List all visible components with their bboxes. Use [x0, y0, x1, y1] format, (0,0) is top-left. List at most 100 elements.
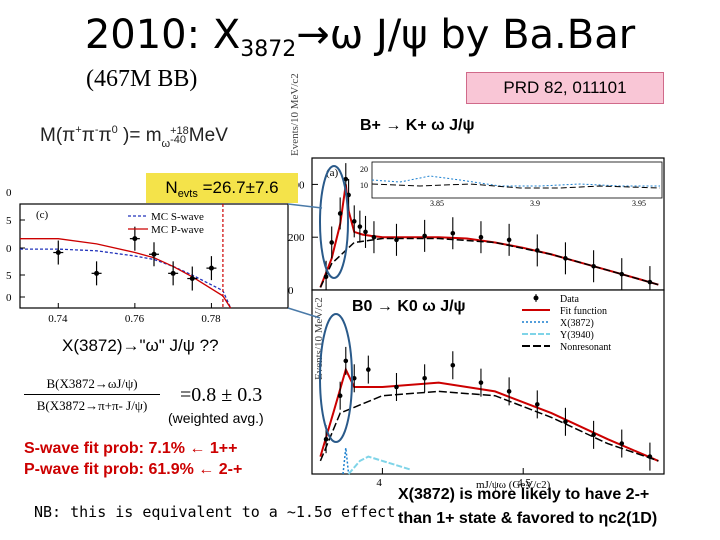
conclusion-line2: than 1+ state & favored to ηc2(1D)	[398, 510, 658, 527]
left-y-tick-label: 0	[6, 292, 12, 304]
right-bottom-data-point	[450, 362, 456, 368]
left-data-points	[53, 226, 217, 291]
left-y-tick-label: 5	[6, 270, 12, 282]
reference-badge: PRD 82, 011101	[466, 72, 664, 104]
inset-y-tick-label: 10	[360, 181, 368, 190]
branching-ratio: B(X3872→ωJ/ψ) B(X3872→π+π- J/ψ)	[24, 376, 160, 414]
left-data-point	[151, 251, 157, 257]
right-bottom-x-ticks: 4 4.5	[376, 468, 531, 489]
right-bottom-data-point	[647, 454, 653, 459]
right-top-nonres-curve	[319, 237, 659, 288]
right-top-data-point	[422, 233, 427, 239]
nevts-badge: Nevts =26.7±7.6	[146, 173, 298, 203]
left-data-point	[208, 265, 214, 271]
left-plot: (c) 0.74 0.76 0.78 0 5 0 5 0 MC S-wave MC P-wa…	[6, 187, 289, 325]
right-top-data-point	[323, 274, 329, 280]
right-bottom-data-point	[351, 376, 357, 381]
left-y-ticks: 0 5 0 5 0	[6, 187, 25, 304]
left-y-tick-label: 0	[6, 187, 12, 199]
right-top-data-point	[343, 176, 349, 182]
ratio-numerator: B(X3872→ωJ/ψ)	[24, 376, 160, 395]
ratio-note: (weighted avg.)	[168, 410, 264, 426]
conclusion-line1: X(3872) is more likely to have 2-+	[398, 486, 650, 503]
right-top-data-point	[478, 234, 484, 240]
inset-y-tick-label: 20	[360, 165, 368, 174]
legend-y3940: Y(3940)	[560, 330, 594, 341]
p-wave-fit-prob: P-wave fit prob: 61.9% ← 2-+	[24, 461, 243, 478]
right-top-data-point	[591, 263, 596, 269]
nb-note: NB: this is equivalent to a ~1.5σ effect	[34, 503, 396, 521]
right-bottom-x3872-curve	[342, 447, 350, 475]
channel-charged: B+ → K+ ω J/ψ	[360, 117, 475, 134]
legend-p-wave: MC P-wave	[151, 224, 204, 236]
right-bottom-x-tick-label: 4.5	[517, 477, 531, 489]
inset-nonres-curve	[371, 183, 661, 189]
right-bottom-xlabel: mJ/ψω (GeV/c2)	[476, 479, 551, 491]
right-top-data-point	[394, 237, 399, 243]
right-bottom-data-point	[563, 419, 568, 425]
omega-question: X(3872)→"ω" J/ψ ??	[62, 336, 219, 355]
right-top-data-point	[357, 224, 363, 229]
bb-events-label: (467M BB)	[86, 66, 198, 92]
ratio-denominator: B(X3872→π+π- J/ψ)	[36, 398, 148, 413]
right-top-data-point	[371, 234, 377, 240]
legend-fit: Fit function	[560, 306, 607, 317]
inset-x-tick-label: 3.9	[530, 199, 540, 208]
left-y-tick-label: 5	[6, 215, 12, 227]
right-bottom-data-point	[478, 380, 484, 385]
right-top-data-point	[534, 248, 540, 253]
right-bottom-ylabel: Events/10 MeV/c2	[313, 297, 325, 380]
right-top-data-point	[563, 256, 568, 261]
right-top-data-point	[506, 237, 512, 243]
ratio-value: =0.8 ± 0.3	[180, 384, 263, 406]
left-x-tick-label: 0.76	[125, 313, 145, 325]
left-data-point	[132, 236, 138, 242]
legend-data: Data	[560, 294, 579, 305]
right-bottom-data-point	[343, 358, 349, 364]
connector-bottom	[287, 307, 321, 319]
right-bottom-plot: Events/10 MeV/c2 4 4.5 mJ/ψω (GeV/c2) Dat…	[311, 289, 665, 491]
right-bottom-data-point	[394, 384, 399, 390]
right-bottom-data-point	[337, 393, 343, 399]
right-bottom-y3940-curve	[347, 455, 411, 475]
right-bottom-fit-curve	[319, 366, 659, 462]
s-wave-fit-prob: S-wave fit prob: 7.1% ← 1++	[24, 440, 238, 457]
legend-nonres: Nonresonant	[560, 342, 611, 353]
right-top-data-point	[351, 219, 357, 224]
left-data-point	[55, 250, 61, 256]
slide-title: 2010: X3872→ω J/ψ by Ba.Bar	[84, 12, 636, 62]
inset-x-tick-label: 3.85	[430, 199, 444, 208]
channel-neutral: B0 → K0 ω J/ψ	[350, 298, 468, 316]
right-bottom-data-point	[591, 432, 596, 438]
inset-x-tick-label: 3.95	[632, 199, 646, 208]
left-x-tick-label: 0.78	[201, 313, 221, 325]
right-top-plot: (a) Events/10 MeV/c2 0200400 3.853.93.95…	[288, 73, 665, 299]
left-x-tick-label: 0.74	[48, 313, 68, 325]
right-bottom-data-point	[619, 441, 625, 446]
right-bottom-nonres-curve	[319, 390, 659, 462]
x3872-highlight-bottom	[319, 313, 353, 443]
right-top-ylabel: Events/10 MeV/c2	[289, 73, 301, 156]
left-plot-panel-label: (c)	[36, 209, 49, 221]
right-bottom-series	[319, 366, 659, 475]
left-data-point	[170, 270, 176, 276]
right-bottom-data-point	[323, 436, 329, 442]
mass-constraint: M(π+π-π0 )= mω +18 -40 MeV	[40, 124, 228, 150]
right-top-data-point	[363, 229, 368, 235]
right-top-y-tick-label: 0	[288, 285, 294, 297]
right-top-data-point	[450, 230, 456, 236]
right-bottom-data-point	[506, 389, 512, 394]
left-data-point	[94, 270, 100, 276]
right-top-data-point	[329, 240, 335, 245]
inset-frame	[371, 161, 663, 199]
legend-x3872: X(3872)	[560, 318, 594, 329]
right-top-y-tick-label: 200	[288, 232, 305, 244]
left-x-ticks: 0.74 0.76 0.78	[48, 303, 221, 325]
right-bottom-data-point	[534, 402, 540, 407]
right-legend: Data Fit function X(3872) Y(3940) Nonres…	[518, 292, 636, 358]
left-data-point	[189, 276, 195, 282]
x3872-highlight-top	[319, 165, 349, 279]
right-top-data-point	[647, 279, 653, 285]
right-top-data-point	[619, 271, 625, 277]
